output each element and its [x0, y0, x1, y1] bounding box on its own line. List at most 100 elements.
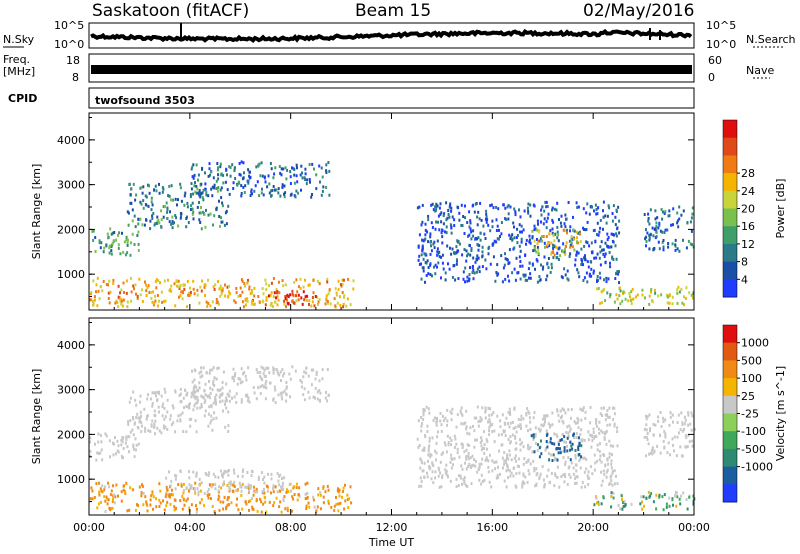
data-cell	[652, 500, 655, 504]
data-cell	[165, 201, 168, 205]
data-cell	[601, 431, 604, 435]
data-cell	[520, 237, 523, 241]
data-cell	[247, 181, 250, 185]
data-cell	[534, 426, 537, 430]
data-cell	[630, 298, 632, 302]
data-cell	[238, 172, 241, 176]
data-cell	[510, 471, 513, 475]
data-cell	[283, 184, 286, 188]
colorbar-tick-label: 8	[741, 256, 748, 269]
data-cell	[306, 495, 309, 499]
data-cell	[265, 510, 268, 514]
data-cell	[421, 422, 424, 425]
data-cell	[525, 242, 527, 246]
data-cell	[138, 419, 141, 423]
data-cell	[249, 175, 252, 179]
data-cell	[498, 228, 500, 232]
data-cell	[423, 475, 426, 479]
data-cell	[422, 266, 425, 270]
data-cell	[194, 481, 197, 485]
data-cell	[308, 178, 311, 181]
data-cell	[203, 213, 206, 216]
data-cell	[200, 498, 203, 502]
data-cell	[676, 288, 679, 292]
data-cell	[611, 212, 614, 215]
data-cell	[555, 245, 558, 249]
data-cell	[602, 469, 605, 473]
data-cell	[604, 252, 607, 256]
data-cell	[441, 476, 443, 480]
data-cell	[474, 236, 477, 240]
data-cell	[215, 416, 218, 420]
data-cell	[577, 448, 580, 451]
data-cell	[449, 410, 452, 414]
data-cell	[276, 295, 279, 299]
data-cell	[644, 296, 646, 300]
data-cell	[185, 487, 188, 490]
data-cell	[654, 291, 657, 295]
data-cell	[574, 463, 577, 467]
data-cell	[599, 442, 601, 446]
data-cell	[262, 193, 265, 197]
data-cell	[452, 264, 455, 268]
data-cell	[488, 413, 491, 417]
data-cell	[572, 433, 575, 437]
data-cell	[234, 177, 237, 180]
data-cell	[610, 505, 613, 509]
data-cell	[503, 421, 506, 425]
data-cell	[188, 506, 191, 510]
data-cell	[283, 192, 285, 196]
data-cell	[89, 436, 92, 440]
data-cell	[172, 406, 175, 410]
data-cell	[474, 202, 477, 206]
data-cell	[101, 289, 104, 293]
data-cell	[140, 288, 143, 292]
data-cell	[241, 380, 244, 384]
data-cell	[179, 186, 182, 190]
data-cell	[551, 459, 554, 462]
data-cell	[552, 246, 555, 250]
data-cell	[574, 263, 577, 267]
data-cell	[173, 505, 176, 509]
colorbar-segment	[723, 120, 737, 139]
data-cell	[542, 417, 545, 421]
data-cell	[193, 173, 196, 177]
data-cell	[608, 423, 611, 427]
data-cell	[557, 258, 560, 261]
data-cell	[219, 294, 222, 298]
data-cell	[204, 182, 207, 186]
data-cell	[177, 285, 180, 289]
data-cell	[575, 201, 578, 205]
data-cell	[607, 462, 610, 466]
data-cell	[421, 469, 424, 473]
data-cell	[608, 439, 611, 443]
data-cell	[615, 208, 618, 212]
data-cell	[559, 447, 561, 451]
data-cell	[155, 286, 158, 290]
data-cell	[208, 371, 211, 375]
data-cell	[189, 286, 191, 290]
data-cell	[527, 443, 529, 447]
data-cell	[240, 485, 243, 489]
data-cell	[191, 165, 194, 169]
data-cell	[502, 466, 504, 470]
data-cell	[114, 436, 116, 440]
data-cell	[195, 191, 198, 195]
data-cell	[168, 194, 171, 198]
data-cell	[135, 193, 138, 197]
data-cell	[420, 461, 423, 465]
data-cell	[492, 411, 495, 415]
y-tick-label: 2000	[57, 223, 85, 236]
data-cell	[422, 408, 425, 411]
data-cell	[469, 456, 472, 460]
data-cell	[196, 293, 199, 297]
data-cell	[163, 387, 166, 391]
data-cell	[442, 267, 445, 271]
data-cell	[326, 484, 329, 488]
data-cell	[144, 280, 146, 284]
data-cell	[312, 278, 315, 282]
data-cell	[549, 424, 552, 427]
data-cell	[650, 449, 653, 452]
data-cell	[609, 444, 612, 448]
data-cell	[198, 193, 201, 197]
